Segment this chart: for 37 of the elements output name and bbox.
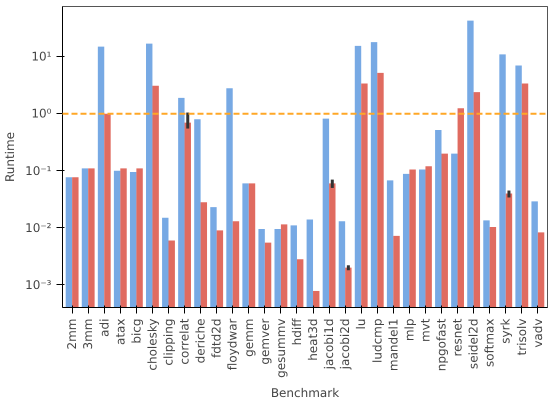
x-tick-label: lu xyxy=(354,318,368,330)
x-tick-label: correlat xyxy=(178,318,192,365)
x-tick-label: floydwar xyxy=(226,318,240,370)
x-axis-title: Benchmark xyxy=(270,386,340,400)
x-tick-label: jacobi1d xyxy=(322,318,336,370)
x-tick-label: atax xyxy=(113,318,128,346)
x-tick-label: trisolv xyxy=(514,318,529,356)
x-tick-label: cholesky xyxy=(145,318,160,371)
x-tick-label: gesummv xyxy=(274,318,288,378)
x-tick-label: 3mm xyxy=(81,318,96,350)
x-tick-label: ludcmp xyxy=(370,318,384,363)
x-tick-label: bicg xyxy=(129,318,144,344)
y-tick-label: 10⁻² xyxy=(25,220,52,235)
x-tick-label: deriche xyxy=(194,318,208,364)
x-tick-label: fdtd2d xyxy=(210,318,224,358)
x-tick-label: 2mm xyxy=(65,318,80,350)
x-tick-label: hdiff xyxy=(290,318,304,346)
x-tick-label: vadv xyxy=(530,318,545,348)
x-tick-label: gemver xyxy=(258,318,272,365)
y-tick-label: 10⁻¹ xyxy=(25,164,52,178)
x-tick-label: gemm xyxy=(242,318,256,357)
y-tick-label: 10⁻³ xyxy=(25,278,52,292)
x-tick-label: adi xyxy=(97,318,112,337)
y-axis-title: Runtime xyxy=(3,132,18,182)
y-tick-label: 10⁰ xyxy=(31,106,52,121)
x-tick-label: clipping xyxy=(161,318,176,366)
x-tick-label: npgofast xyxy=(434,318,449,372)
x-tick-label: softmax xyxy=(482,318,497,367)
x-tick-label: seidel2d xyxy=(466,318,481,370)
x-tick-label: mvt xyxy=(418,318,432,342)
x-tick-label: jacobi2d xyxy=(338,318,352,370)
x-tick-label: heat3d xyxy=(306,318,320,361)
x-tick-label: syrk xyxy=(498,318,513,344)
y-tick-label: 10¹ xyxy=(31,50,52,64)
x-tick-label: mandel1 xyxy=(386,318,400,372)
x-tick-label: mlp xyxy=(402,318,416,342)
x-tick-label: resnet xyxy=(450,318,465,356)
